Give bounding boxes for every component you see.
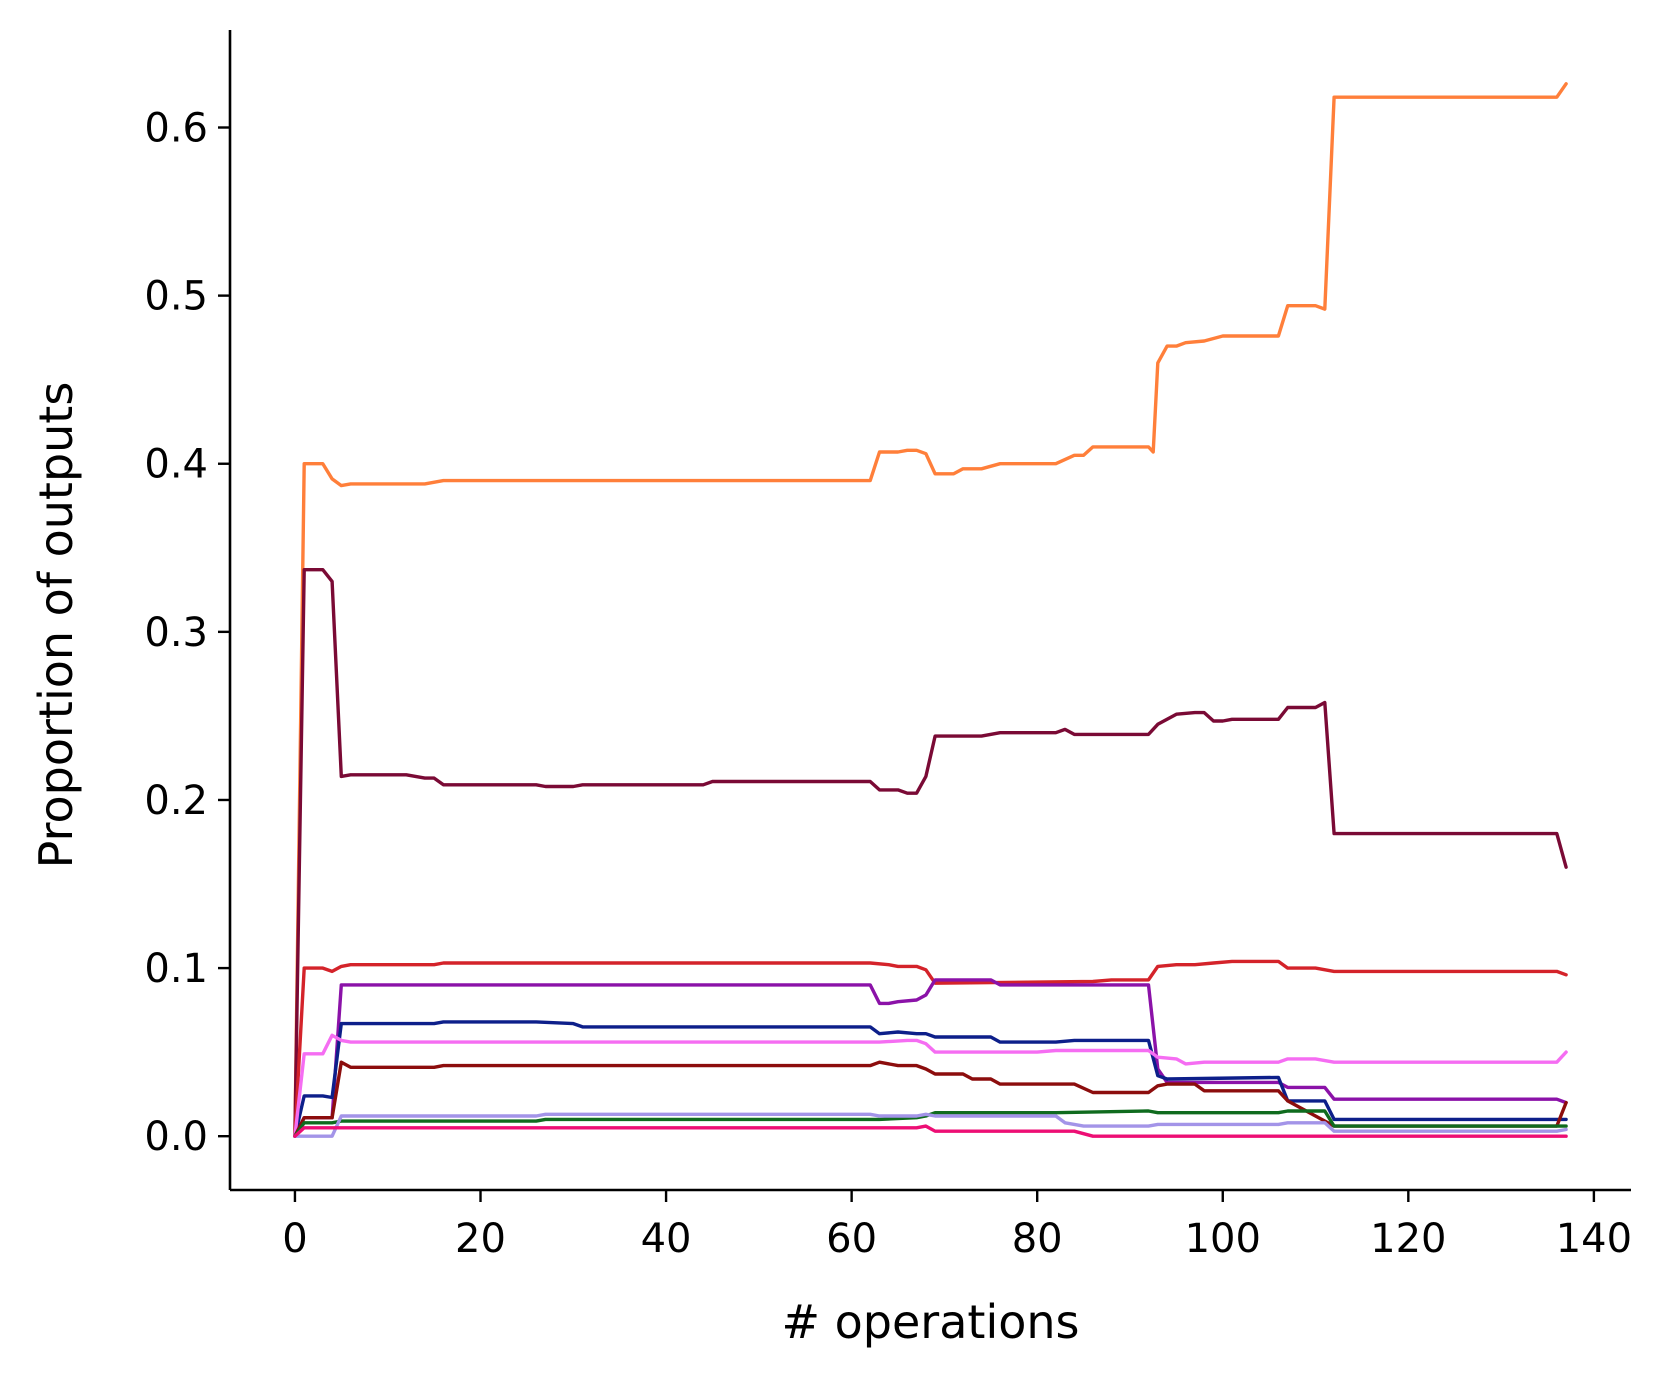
series-line-3 — [293, 959, 1568, 1138]
x-tick-label: 120 — [1370, 1216, 1446, 1262]
series-line-4 — [293, 978, 1568, 1138]
y-tick-label: 0.6 — [144, 106, 208, 152]
series-line-10 — [293, 1124, 1568, 1138]
series-layer — [293, 82, 1568, 1138]
x-tick-label: 0 — [282, 1216, 307, 1262]
series-line-5 — [293, 1020, 1568, 1138]
x-tick-label: 20 — [455, 1216, 506, 1262]
y-tick-label: 0.2 — [144, 778, 208, 824]
series-line-6 — [293, 1033, 1568, 1138]
y-tick-label: 0.0 — [144, 1114, 208, 1160]
series-line-7 — [293, 1060, 1568, 1138]
x-axis-ticks: 0 20 40 60 80 100 120 140 — [282, 1190, 1632, 1262]
x-tick-label: 80 — [1012, 1216, 1063, 1262]
x-tick-label: 140 — [1556, 1216, 1632, 1262]
y-tick-label: 0.3 — [144, 610, 208, 656]
y-tick-label: 0.4 — [144, 442, 208, 488]
series-line-9 — [293, 1112, 1568, 1138]
series-line-1 — [293, 82, 1568, 1138]
y-axis-label: Proportion of outputs — [29, 382, 83, 869]
axes-layer — [228, 30, 1631, 1192]
x-tick-label: 60 — [826, 1216, 877, 1262]
x-tick-label: 40 — [641, 1216, 692, 1262]
y-tick-label: 0.5 — [144, 274, 208, 320]
y-tick-label: 0.1 — [144, 946, 208, 992]
x-axis-label: # operations — [782, 1295, 1080, 1349]
y-axis-ticks: 0.0 0.1 0.2 0.3 0.4 0.5 0.6 — [144, 106, 230, 1160]
x-tick-label: 100 — [1185, 1216, 1261, 1262]
series-line-2 — [293, 568, 1568, 1138]
